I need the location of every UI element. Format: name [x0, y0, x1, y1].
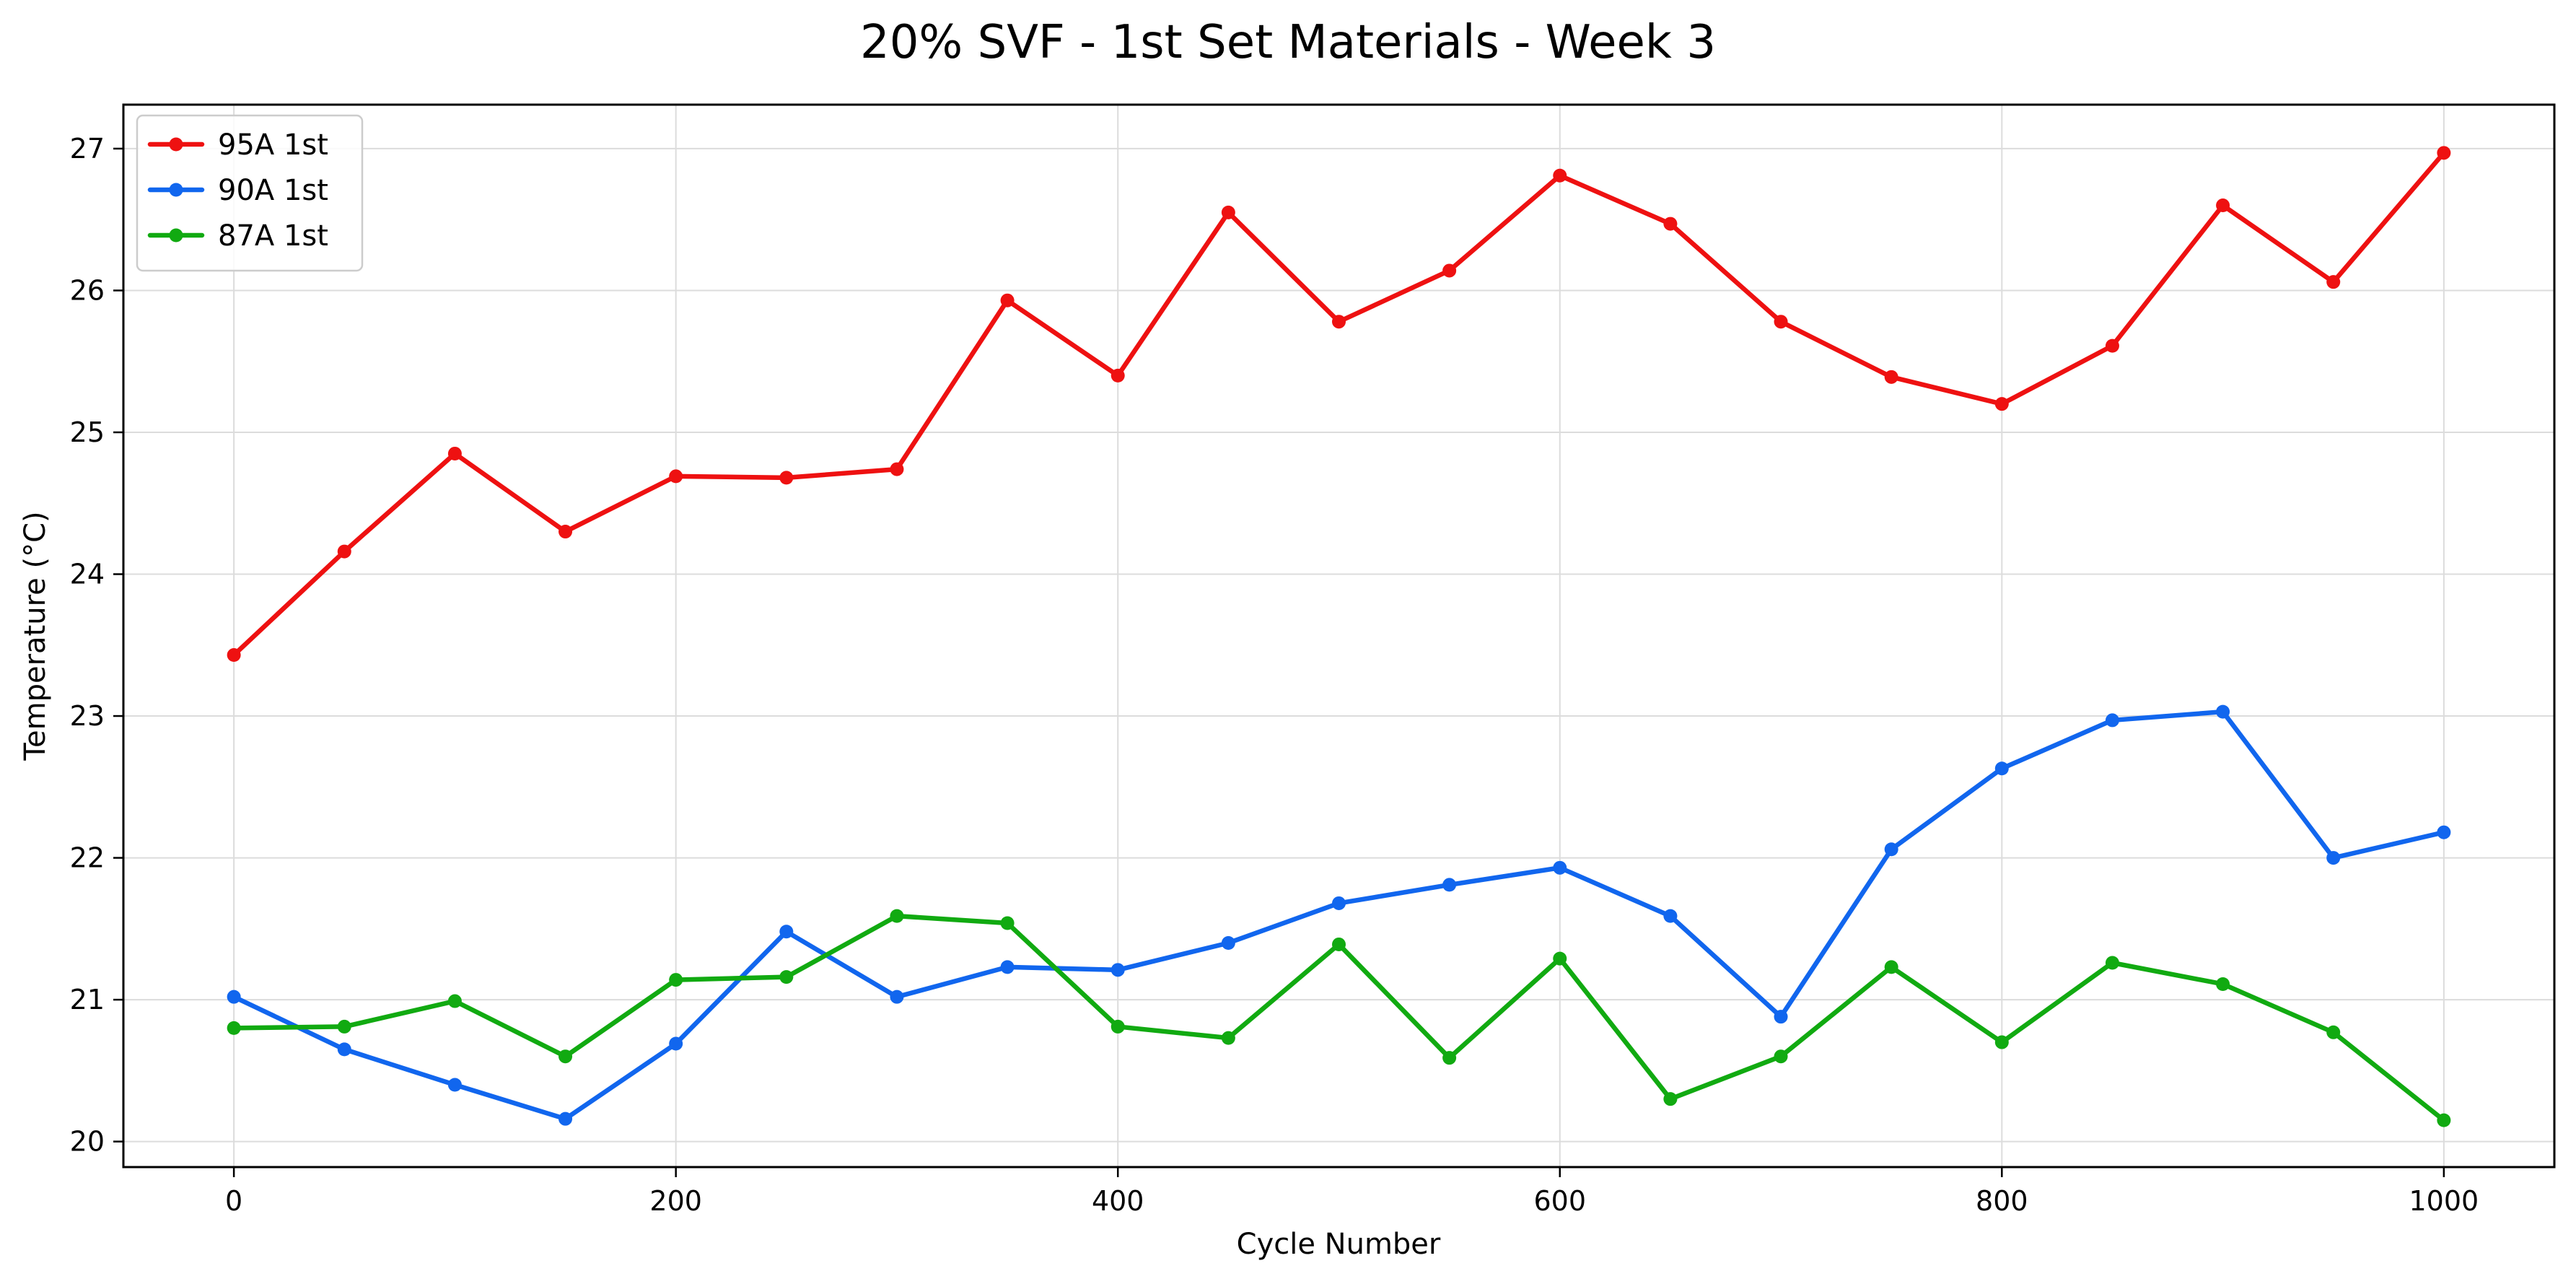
- data-point: [1663, 1092, 1678, 1106]
- data-point: [1994, 761, 2009, 776]
- data-point: [1110, 963, 1125, 977]
- legend-label: 95A 1st: [218, 128, 328, 162]
- data-point: [1553, 168, 1567, 183]
- data-point: [1442, 1051, 1457, 1065]
- x-tick-label: 600: [1534, 1185, 1587, 1217]
- data-point: [1221, 935, 1235, 950]
- y-tick-label: 27: [70, 133, 105, 165]
- data-point: [669, 469, 683, 484]
- legend-label: 90A 1st: [218, 174, 328, 207]
- legend-box: [136, 114, 364, 272]
- data-point: [779, 471, 794, 485]
- y-tick-label: 26: [70, 274, 105, 306]
- data-point: [227, 648, 241, 663]
- legend-item: 95A 1st: [147, 128, 328, 162]
- x-axis-label: Cycle Number: [1237, 1228, 1441, 1261]
- data-point: [2326, 1025, 2341, 1039]
- data-point: [558, 1049, 573, 1064]
- data-point: [890, 990, 904, 1004]
- data-point: [1774, 1049, 1788, 1064]
- legend-marker: [169, 183, 183, 197]
- chart-title: 20% SVF - 1st Set Materials - Week 3: [860, 16, 1716, 69]
- data-point: [1884, 370, 1898, 384]
- data-point: [1994, 1035, 2009, 1049]
- data-point: [447, 994, 462, 1008]
- axis-ticks: 0 200 400 600 800 1000 20 21 22 23 24 25 26 27: [70, 133, 2479, 1217]
- data-point: [1332, 937, 1346, 951]
- data-point: [2437, 146, 2451, 160]
- data-point: [227, 990, 241, 1004]
- x-tick-label: 800: [1976, 1185, 2028, 1217]
- y-tick-label: 24: [70, 559, 105, 590]
- x-tick-label: 1000: [2409, 1185, 2479, 1217]
- data-point: [669, 973, 683, 987]
- data-point: [1442, 263, 1457, 278]
- plot-frame: [122, 103, 2556, 1169]
- data-point: [337, 1042, 351, 1057]
- x-tick-label: 0: [225, 1185, 242, 1217]
- legend-marker: [169, 137, 183, 152]
- legend-marker: [169, 228, 183, 243]
- legend-label: 87A 1st: [218, 219, 328, 253]
- data-point: [1774, 315, 1788, 329]
- data-point: [2105, 956, 2119, 970]
- y-tick-label: 21: [70, 984, 105, 1016]
- data-point: [1884, 960, 1898, 974]
- series-3: [227, 909, 2451, 1127]
- x-tick-label: 200: [649, 1185, 702, 1217]
- data-point: [337, 544, 351, 559]
- data-point: [1221, 205, 1235, 219]
- data-point: [447, 1078, 462, 1092]
- data-point: [2437, 1113, 2451, 1127]
- data-point: [2105, 339, 2119, 353]
- x-tick-label: 400: [1092, 1185, 1144, 1217]
- data-point: [1110, 368, 1125, 383]
- data-point: [2216, 704, 2230, 719]
- data-point: [2326, 851, 2341, 865]
- data-point: [1663, 217, 1678, 231]
- data-point: [669, 1036, 683, 1051]
- data-point: [2105, 713, 2119, 728]
- data-point: [1994, 397, 2009, 411]
- data-point: [890, 909, 904, 923]
- y-tick-label: 20: [70, 1126, 105, 1158]
- y-tick-label: 23: [70, 700, 105, 732]
- data-point: [1332, 315, 1346, 329]
- data-point: [227, 1021, 241, 1035]
- data-point: [779, 925, 794, 939]
- data-point: [890, 462, 904, 476]
- data-point: [1774, 1010, 1788, 1024]
- legend: 95A 1st 90A 1st 87A 1st: [136, 114, 364, 272]
- data-point: [1663, 909, 1678, 923]
- series-lines: [227, 146, 2451, 1127]
- data-point: [1442, 878, 1457, 892]
- data-point: [337, 1019, 351, 1034]
- series-2: [227, 704, 2451, 1126]
- data-point: [1000, 293, 1015, 307]
- data-point: [1000, 916, 1015, 930]
- data-point: [558, 525, 573, 539]
- data-point: [2216, 198, 2230, 213]
- data-point: [1221, 1031, 1235, 1045]
- data-point: [1000, 960, 1015, 974]
- y-tick-label: 25: [70, 416, 105, 448]
- data-point: [447, 446, 462, 460]
- legend-item: 87A 1st: [147, 219, 328, 253]
- data-point: [779, 970, 794, 984]
- series-1: [227, 146, 2451, 663]
- y-axis-label: Temperature (°C): [19, 511, 52, 761]
- data-point: [1332, 896, 1346, 910]
- data-point: [2216, 977, 2230, 991]
- data-point: [2437, 825, 2451, 839]
- data-point: [2326, 275, 2341, 289]
- data-point: [558, 1112, 573, 1126]
- data-point: [1884, 842, 1898, 857]
- data-point: [1553, 860, 1567, 875]
- legend-item: 90A 1st: [147, 174, 328, 207]
- data-point: [1110, 1019, 1125, 1034]
- y-tick-label: 22: [70, 842, 105, 874]
- data-point: [1553, 951, 1567, 966]
